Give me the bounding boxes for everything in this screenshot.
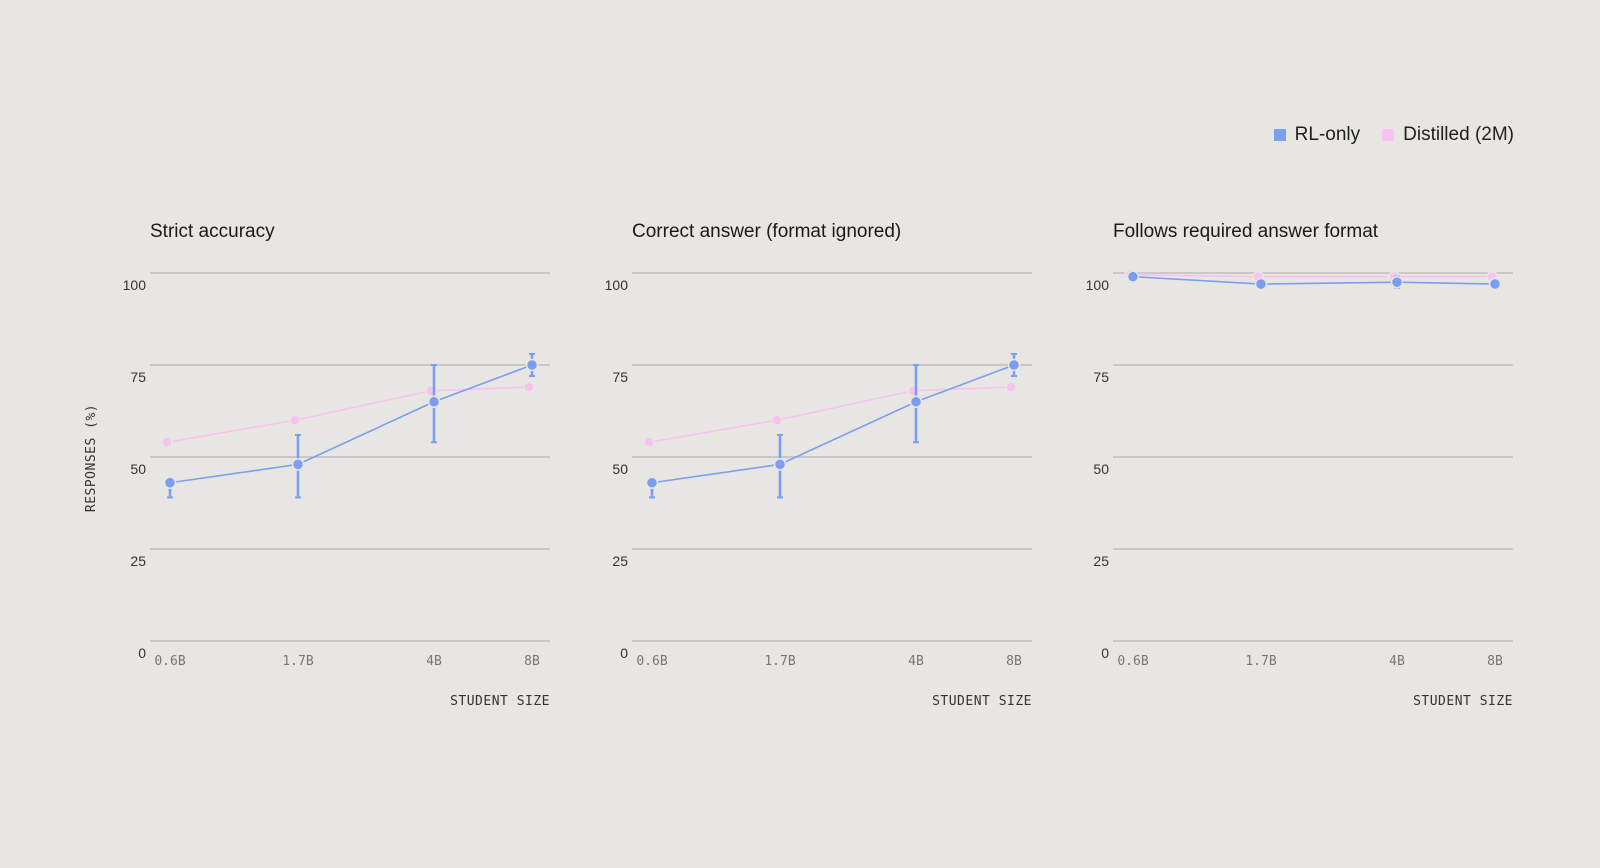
data-point bbox=[523, 381, 535, 393]
x-axis-label: STUDENT SIZE bbox=[932, 694, 1032, 709]
y-axis-label: RESPONSES (%) bbox=[84, 404, 99, 512]
series-rl-only bbox=[1126, 270, 1502, 291]
data-point bbox=[909, 395, 923, 409]
data-point bbox=[161, 436, 173, 449]
data-point bbox=[289, 414, 301, 426]
series-line bbox=[169, 364, 533, 484]
panel-title: Correct answer (format ignored) bbox=[632, 221, 901, 242]
x-tick-label: 1.7B bbox=[764, 654, 795, 669]
y-tick-label: 50 bbox=[612, 461, 628, 477]
x-tick-label: 8B bbox=[1006, 654, 1022, 669]
y-tick-label: 0 bbox=[620, 645, 628, 661]
legend-swatch-rl-only bbox=[1273, 129, 1286, 141]
series-line bbox=[648, 386, 1012, 444]
x-tick-label: 4B bbox=[426, 654, 442, 669]
x-tick-label: 8B bbox=[1487, 654, 1503, 669]
y-tick-label: 25 bbox=[130, 553, 146, 569]
y-tick-label: 50 bbox=[130, 461, 146, 477]
legend-swatch-distilled bbox=[1382, 129, 1395, 141]
data-point bbox=[1126, 270, 1140, 283]
x-tick-label: 0.6B bbox=[154, 654, 185, 669]
y-tick-label: 25 bbox=[612, 553, 628, 569]
series-line bbox=[1132, 275, 1496, 285]
y-tick-label: 0 bbox=[1101, 645, 1109, 661]
legend: RL-only Distilled (2M) bbox=[1273, 124, 1514, 146]
data-point bbox=[773, 458, 787, 471]
x-tick-label: 0.6B bbox=[1117, 654, 1148, 669]
data-point bbox=[771, 414, 783, 426]
series-line bbox=[1129, 274, 1492, 278]
data-point bbox=[645, 476, 659, 490]
x-tick-label: 8B bbox=[524, 654, 540, 669]
series-distilled bbox=[161, 381, 535, 449]
series-distilled bbox=[643, 381, 1017, 449]
y-tick-label: 100 bbox=[1086, 277, 1110, 293]
x-tick-label: 4B bbox=[908, 654, 924, 669]
legend-entry-rl-only: RL-only bbox=[1273, 124, 1361, 146]
y-tick-label: 50 bbox=[1093, 461, 1109, 477]
x-tick-label: 4B bbox=[1389, 654, 1405, 669]
panel-title: Strict accuracy bbox=[150, 221, 275, 242]
panel-3: Follows required answer format 0 25 50 75 100… bbox=[1086, 221, 1513, 709]
data-point bbox=[1254, 277, 1268, 291]
data-point bbox=[1005, 381, 1017, 393]
panel-title: Follows required answer format bbox=[1113, 221, 1379, 242]
data-point bbox=[163, 476, 177, 490]
series-rl-only bbox=[645, 352, 1021, 499]
x-tick-label: 0.6B bbox=[636, 654, 667, 669]
y-tick-label: 100 bbox=[605, 277, 629, 293]
x-tick-label: 1.7B bbox=[1245, 654, 1276, 669]
panel-2: Correct answer (format ignored) 0 25 50 75 10… bbox=[605, 221, 1032, 709]
legend-label-rl-only: RL-only bbox=[1294, 124, 1361, 145]
data-point bbox=[1488, 277, 1502, 291]
legend-entry-distilled: Distilled (2M) bbox=[1382, 124, 1514, 146]
x-axis-label: STUDENT SIZE bbox=[450, 694, 550, 709]
data-point bbox=[643, 436, 655, 449]
legend-label-distilled: Distilled (2M) bbox=[1403, 124, 1514, 145]
data-point bbox=[427, 395, 441, 409]
y-tick-label: 75 bbox=[130, 369, 146, 385]
series-line bbox=[166, 386, 530, 444]
y-tick-label: 0 bbox=[138, 645, 146, 661]
y-tick-label: 25 bbox=[1093, 553, 1109, 569]
x-tick-label: 1.7B bbox=[282, 654, 313, 669]
data-point bbox=[525, 358, 539, 372]
series-rl-only bbox=[163, 352, 539, 499]
y-tick-label: 75 bbox=[612, 369, 628, 385]
data-point bbox=[1007, 358, 1021, 372]
y-tick-label: 75 bbox=[1093, 369, 1109, 385]
data-point bbox=[291, 458, 305, 471]
data-point bbox=[1390, 275, 1404, 289]
series-line bbox=[651, 364, 1015, 484]
panel-1: Strict accuracy 0 25 50 75 100 0.6B 1.7B 4B 8B STU… bbox=[123, 221, 550, 709]
y-tick-label: 100 bbox=[123, 277, 147, 293]
x-axis-label: STUDENT SIZE bbox=[1413, 694, 1513, 709]
